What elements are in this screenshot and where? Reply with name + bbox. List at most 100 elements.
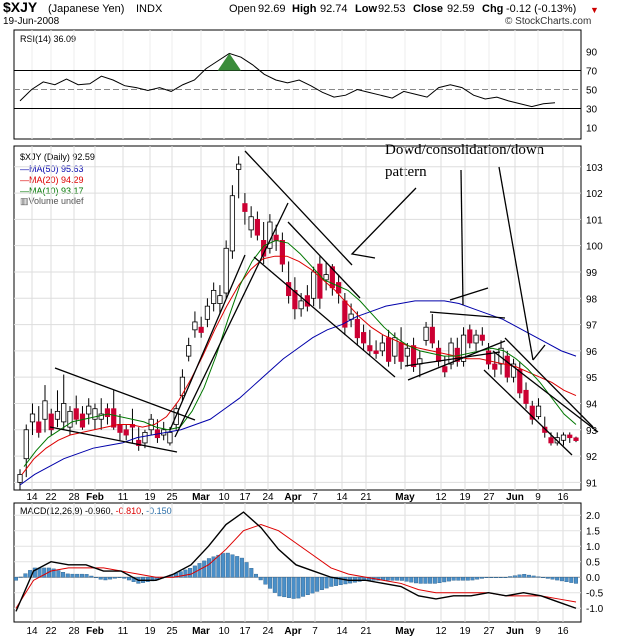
macd-histogram-bar [498,577,503,578]
macd-histogram-bar [117,577,122,578]
rsi-tick-label: 90 [586,48,598,59]
candle [217,295,223,304]
candle [560,434,567,441]
macd-histogram-bar [512,575,517,578]
chart-name: (Japanese Yen) [48,3,125,15]
rsi-tick-label: 10 [586,124,598,135]
macd-histogram-bar [315,577,320,592]
x-tick-label: 25 [166,492,178,503]
trendline [404,351,501,367]
price-tick-label: 91 [586,478,598,489]
macd-histogram-bar [494,577,499,578]
x-tick-label: 14 [336,492,348,503]
candle [211,289,217,304]
price-tick-label: 102 [586,189,603,200]
macd-histogram-bar [225,552,230,578]
macd-histogram-bar [423,577,428,584]
macd-histogram-bar [569,577,574,583]
candle [229,195,236,252]
macd-histogram-bar [93,577,98,578]
x-tick-label: 21 [360,626,372,637]
x-tick-label: Feb [86,492,104,503]
macd-histogram-bar [296,577,301,599]
macd-histogram-bar [324,577,329,589]
candle [204,305,211,320]
macd-histogram-bar [446,577,451,582]
price-tick-label: 97 [586,321,598,332]
candle [517,368,523,394]
macd-histogram-bar [42,567,47,578]
macd-histogram-bar [263,577,268,585]
ma50-legend: —MA(50) 95.63 [20,164,84,174]
candle [167,432,173,444]
x-tick-label: 17 [239,492,251,503]
candle [448,342,454,365]
candle [367,345,373,352]
macd-histogram-bar [108,577,113,580]
x-tick-label: 7 [312,626,318,637]
candle [67,410,73,428]
x-tick-label: 14 [26,492,38,503]
macd-histogram-bar [465,577,470,581]
price-tick-label: 101 [586,215,603,226]
macd-tick-label: 0.0 [586,573,600,584]
ma50-legend-label: MA(50) 95.63 [29,164,84,174]
signal-value: -0.810 [115,506,142,516]
macd-histogram-bar [479,577,484,579]
open-label: Open [229,3,256,15]
candle [36,421,42,433]
x-tick-label: May [395,626,415,637]
chg-label: Chg [482,3,504,15]
x-tick-label: 19 [459,626,471,637]
annotation-pointer [532,344,546,361]
macd-histogram-bar [564,577,569,582]
macd-histogram-bar [18,576,23,578]
macd-histogram-bar [206,558,211,578]
candle [410,345,417,368]
macd-histogram-bar [390,577,395,581]
macd-histogram-bar [531,575,536,578]
candle [510,363,517,378]
candle [298,300,304,310]
macd-histogram-bar [239,557,244,578]
ma10-legend-label: MA(10) 93.17 [29,186,84,196]
macd-panel-frame [13,502,582,623]
candle [86,405,92,415]
x-tick-label: 10 [218,626,230,637]
price-tick-label: 100 [586,242,603,253]
macd-histogram-bar [456,577,461,581]
macd-histogram-bar [432,577,437,584]
trendline [54,367,196,421]
close-value: 92.59 [447,3,475,15]
macd-histogram-bar [202,560,207,578]
price-tick-label: 95 [586,373,598,384]
candle [523,389,529,404]
x-tick-label: 12 [435,626,447,637]
macd-tick-label: -1.0 [586,604,604,615]
x-tick-label: 27 [483,492,495,503]
x-tick-label: 9 [535,626,541,637]
macd-tick-label: 1.0 [586,542,600,553]
candle [485,350,492,365]
macd-histogram-bar [414,577,419,584]
macd-histogram-bar [23,573,28,578]
macd-histogram-bar [277,577,282,597]
brand-watermark: © StockCharts.com [505,16,592,27]
rsi-overbought-fill [217,53,241,71]
x-tick-label: 11 [118,626,129,637]
candle [454,347,460,362]
price-tick-label: 96 [586,347,598,358]
price-tick-label: 92 [586,452,598,463]
macd-histogram-bar [475,577,480,580]
candle [17,474,23,483]
macd-histogram-bar [56,570,61,578]
x-tick-label: Feb [86,626,104,637]
macd-histogram-bar [517,574,522,578]
macd-histogram-bar [65,573,70,578]
rsi-label: RSI(14) 36.09 [20,34,77,44]
macd-histogram-bar [437,577,442,584]
macd-histogram-bar [526,574,531,578]
macd-histogram-bar [268,577,273,589]
price-tick-label: 99 [586,268,598,279]
candle [273,234,279,241]
